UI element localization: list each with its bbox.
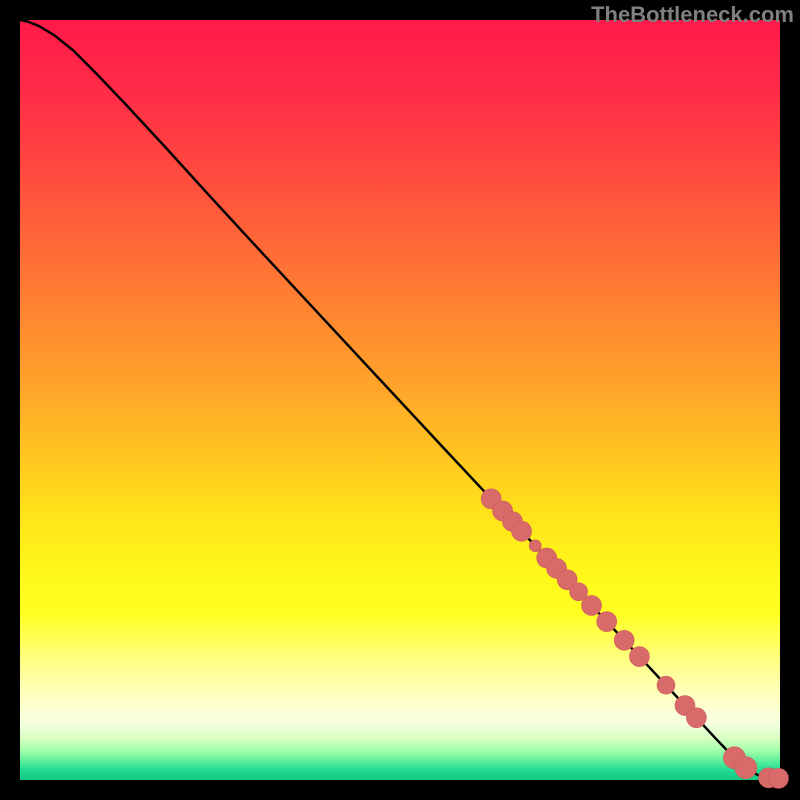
curve-marker bbox=[529, 540, 541, 552]
curve-marker bbox=[597, 612, 617, 632]
curve-marker bbox=[614, 630, 634, 650]
curve-marker bbox=[582, 595, 602, 615]
curve-marker bbox=[768, 768, 788, 788]
chart-svg bbox=[0, 0, 800, 800]
curve-marker bbox=[629, 647, 649, 667]
curve-marker bbox=[735, 757, 757, 779]
curve-marker bbox=[512, 521, 532, 541]
chart-stage: TheBottleneck.com bbox=[0, 0, 800, 800]
curve-marker bbox=[686, 708, 706, 728]
curve-marker bbox=[657, 676, 675, 694]
